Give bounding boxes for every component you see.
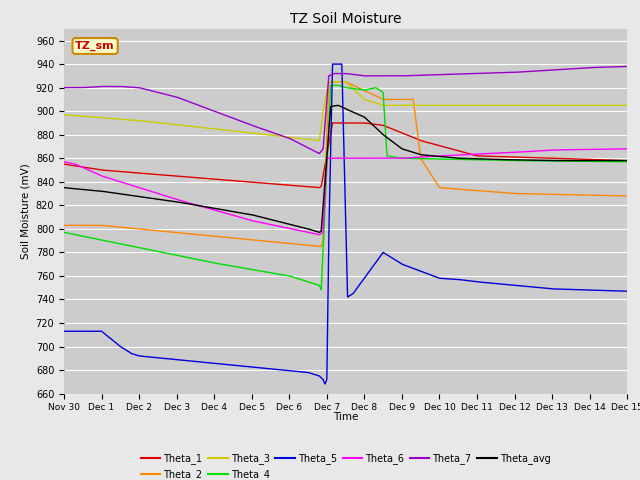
Theta_1: [316, 185, 323, 191]
Theta_5: [158, 355, 166, 361]
Theta_3: [552, 102, 559, 108]
Line: Theta_3: Theta_3: [64, 82, 627, 141]
Theta_7: [60, 85, 68, 91]
Theta_5: [623, 288, 631, 294]
Theta_1: [612, 157, 620, 163]
Theta_avg: [612, 158, 620, 164]
Theta_7: [552, 67, 559, 72]
Theta_avg: [124, 192, 132, 198]
Line: Theta_1: Theta_1: [64, 123, 627, 188]
Theta_2: [325, 79, 333, 84]
Theta_avg: [623, 158, 631, 164]
Theta_avg: [276, 219, 284, 225]
Title: TZ Soil Moisture: TZ Soil Moisture: [290, 12, 401, 26]
Theta_4: [612, 159, 620, 165]
Theta_7: [124, 84, 132, 90]
Theta_3: [124, 117, 132, 122]
Line: Theta_avg: Theta_avg: [64, 105, 627, 232]
Theta_3: [612, 102, 620, 108]
Theta_5: [301, 369, 308, 375]
Theta_3: [623, 102, 631, 108]
Theta_avg: [158, 197, 166, 203]
Text: TZ_sm: TZ_sm: [76, 41, 115, 51]
Theta_1: [276, 181, 284, 187]
Theta_3: [158, 120, 166, 126]
Theta_5: [124, 348, 132, 354]
Theta_4: [301, 278, 308, 284]
Theta_2: [301, 242, 308, 248]
Theta_6: [158, 192, 166, 198]
Theta_2: [276, 240, 284, 245]
Theta_5: [276, 367, 284, 372]
Theta_1: [301, 183, 308, 189]
Theta_4: [60, 229, 68, 235]
X-axis label: Time: Time: [333, 412, 358, 422]
Theta_4: [623, 159, 631, 165]
Theta_2: [317, 244, 325, 250]
Theta_6: [623, 146, 631, 152]
Theta_avg: [316, 229, 323, 235]
Theta_7: [276, 132, 284, 138]
Line: Theta_5: Theta_5: [64, 64, 627, 384]
Theta_2: [612, 193, 620, 199]
Legend: Theta_1, Theta_2, Theta_3, Theta_4, Theta_5, Theta_6, Theta_7, Theta_avg: Theta_1, Theta_2, Theta_3, Theta_4, Thet…: [137, 450, 554, 480]
Theta_4: [276, 271, 284, 277]
Theta_5: [60, 328, 68, 334]
Theta_4: [327, 83, 335, 88]
Theta_1: [158, 172, 166, 178]
Theta_6: [316, 232, 323, 238]
Theta_1: [124, 169, 132, 175]
Theta_1: [623, 158, 631, 164]
Theta_3: [276, 133, 284, 139]
Theta_5: [552, 286, 559, 292]
Theta_1: [60, 161, 68, 167]
Theta_4: [552, 158, 559, 164]
Theta_7: [301, 143, 308, 149]
Theta_4: [124, 242, 132, 248]
Theta_2: [60, 222, 68, 228]
Theta_2: [552, 192, 559, 197]
Line: Theta_4: Theta_4: [64, 85, 627, 290]
Theta_avg: [552, 158, 559, 164]
Theta_7: [316, 151, 323, 156]
Theta_4: [158, 250, 166, 255]
Theta_2: [124, 225, 132, 231]
Theta_6: [301, 229, 308, 235]
Theta_7: [623, 63, 631, 69]
Theta_6: [552, 147, 559, 153]
Theta_5: [612, 288, 620, 294]
Theta_2: [623, 193, 631, 199]
Theta_6: [124, 181, 132, 187]
Theta_6: [276, 224, 284, 229]
Theta_4: [317, 287, 325, 293]
Theta_7: [158, 90, 166, 96]
Theta_3: [60, 112, 68, 118]
Line: Theta_7: Theta_7: [64, 66, 627, 154]
Line: Theta_2: Theta_2: [64, 82, 627, 247]
Theta_avg: [334, 102, 342, 108]
Theta_6: [612, 146, 620, 152]
Theta_5: [329, 61, 337, 67]
Theta_3: [301, 136, 308, 142]
Theta_1: [329, 120, 337, 126]
Line: Theta_6: Theta_6: [64, 149, 627, 235]
Theta_3: [325, 79, 333, 84]
Theta_1: [552, 156, 559, 161]
Theta_7: [612, 64, 620, 70]
Theta_6: [60, 159, 68, 165]
Theta_3: [316, 138, 323, 144]
Theta_5: [321, 381, 329, 387]
Y-axis label: Soil Moisture (mV): Soil Moisture (mV): [20, 163, 30, 259]
Theta_avg: [60, 185, 68, 191]
Theta_2: [158, 228, 166, 234]
Theta_avg: [301, 225, 308, 231]
